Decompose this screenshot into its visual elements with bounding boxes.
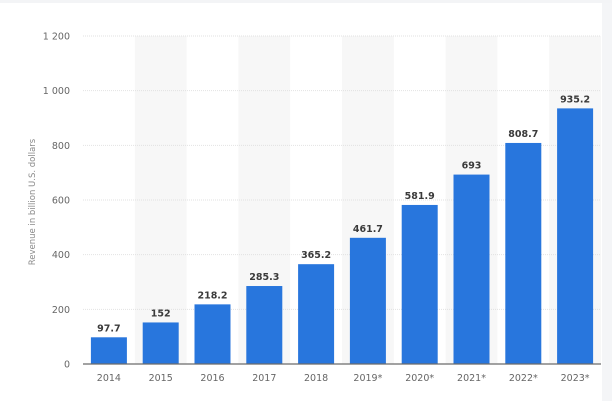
bar-value-label: 581.9 xyxy=(405,191,435,202)
x-tick-label: 2015 xyxy=(149,373,173,384)
y-tick-label: 0 xyxy=(64,360,70,371)
bar xyxy=(349,237,386,364)
y-tick-label: 200 xyxy=(52,305,70,316)
bar xyxy=(142,322,179,364)
bar-value-label: 461.7 xyxy=(353,224,383,235)
x-tick-label: 2022* xyxy=(509,373,538,384)
bar xyxy=(505,142,542,364)
x-tick-label: 2021* xyxy=(457,373,486,384)
bar-value-label: 935.2 xyxy=(560,94,590,105)
x-tick-label: 2014 xyxy=(97,373,121,384)
y-tick-label: 1 000 xyxy=(43,86,70,97)
x-tick-label: 2019* xyxy=(353,373,382,384)
top-border-strip xyxy=(0,0,612,3)
y-tick-label: 400 xyxy=(52,250,70,261)
bar xyxy=(401,204,438,364)
bar-value-label: 97.7 xyxy=(97,323,120,334)
y-tick-label: 600 xyxy=(52,196,70,207)
bar-value-label: 693 xyxy=(462,161,482,172)
x-tick-label: 2016 xyxy=(200,373,224,384)
right-scroll-strip xyxy=(602,3,612,401)
y-tick-label: 1 200 xyxy=(43,32,70,43)
bar-value-label: 808.7 xyxy=(508,129,538,140)
y-axis-title: Revenue in billion U.S. dollars xyxy=(28,138,38,266)
bar-value-label: 152 xyxy=(151,308,171,319)
bar-value-label: 365.2 xyxy=(301,250,331,261)
bar xyxy=(90,337,127,364)
bar xyxy=(246,286,283,364)
bar xyxy=(298,264,335,364)
y-tick-label: 800 xyxy=(52,141,70,152)
bar xyxy=(194,304,231,364)
x-tick-label: 2017 xyxy=(252,373,276,384)
bar xyxy=(557,108,594,365)
bar-value-label: 218.2 xyxy=(197,290,227,301)
x-tick-label: 2018 xyxy=(304,373,328,384)
bar xyxy=(453,174,490,364)
bar-value-label: 285.3 xyxy=(249,272,279,283)
x-tick-label: 2023* xyxy=(561,373,590,384)
x-tick-label: 2020* xyxy=(405,373,434,384)
